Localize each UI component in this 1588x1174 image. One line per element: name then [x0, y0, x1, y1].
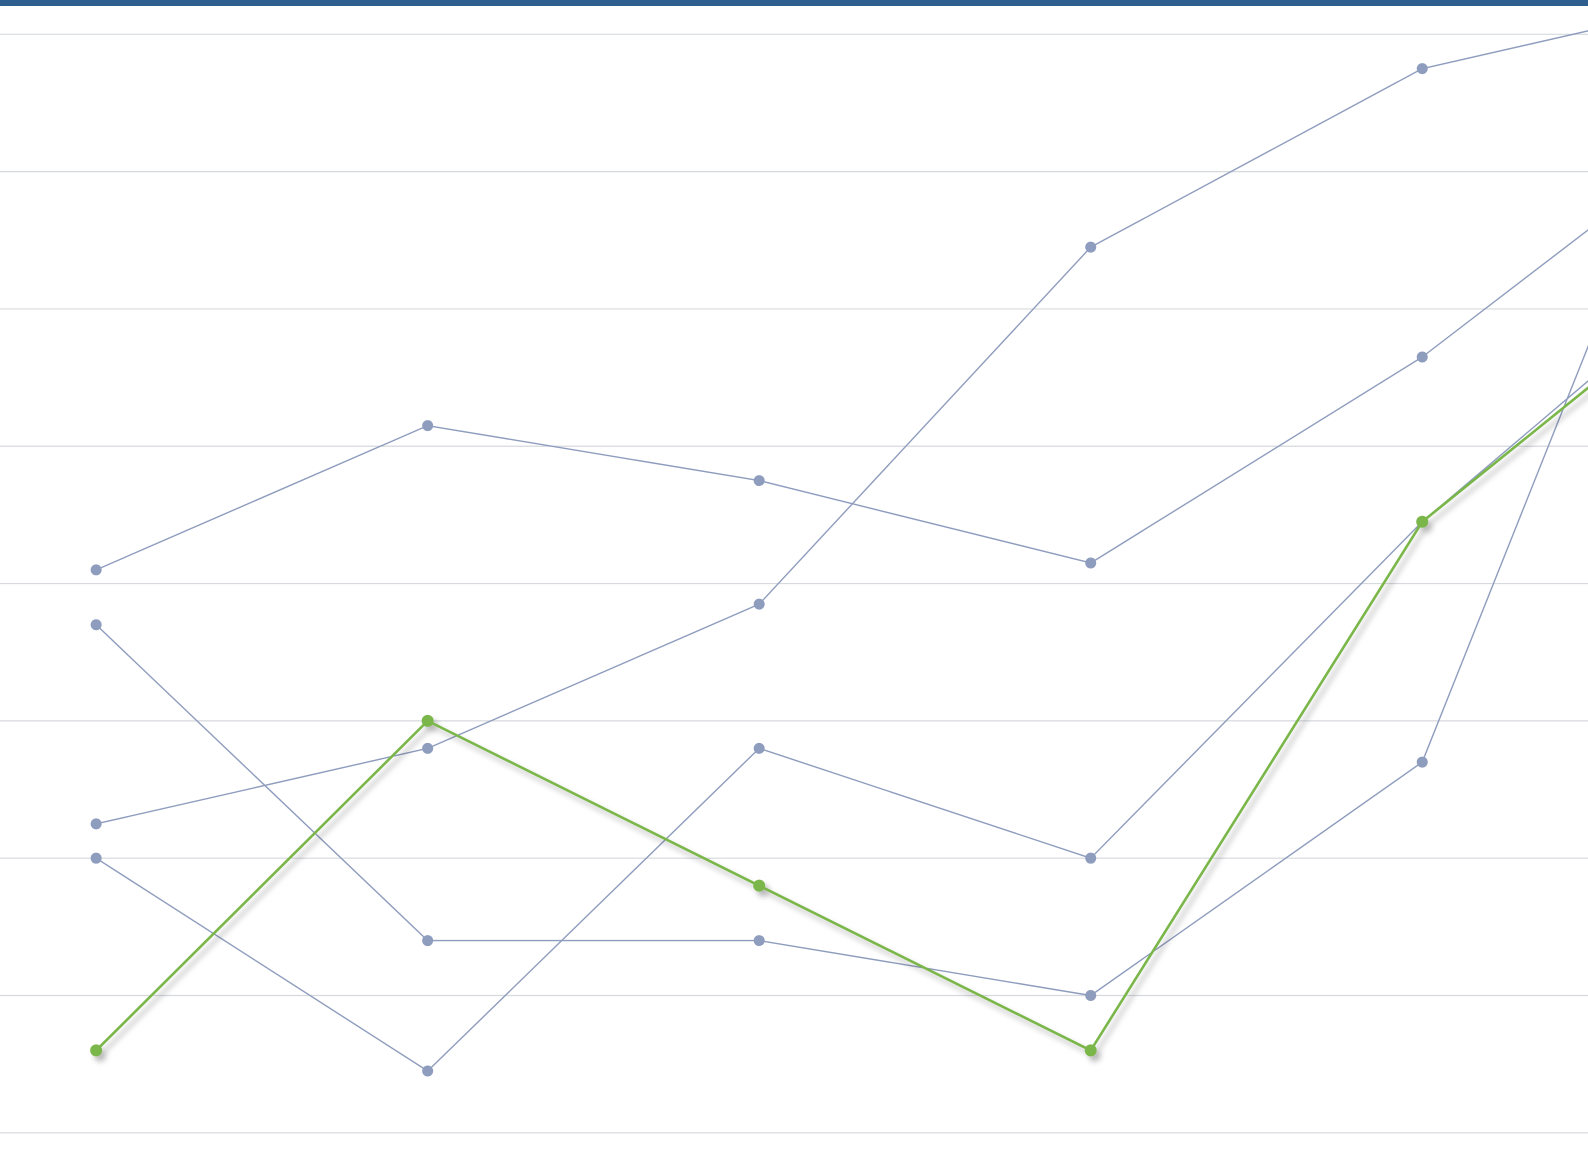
series-2-point-1 — [90, 818, 102, 830]
series-2 — [90, 30, 1588, 830]
series-2-point-2 — [422, 742, 434, 754]
series-3-point-5 — [1416, 756, 1428, 768]
series-1-point-3 — [753, 475, 765, 487]
series-5-point-5 — [1416, 515, 1429, 528]
series-4 — [90, 380, 1588, 1077]
series-2-point-4 — [1085, 241, 1097, 253]
series-2-point-3 — [753, 598, 765, 610]
series-2-line — [95, 30, 1588, 825]
header-bar — [0, 0, 1588, 6]
series-1-point-4 — [1085, 557, 1097, 569]
series-3-line — [95, 344, 1588, 997]
series-1-point-2 — [422, 420, 434, 432]
series-2-point-5 — [1416, 63, 1428, 75]
series-5-point-2 — [421, 714, 434, 727]
series-5-point-1 — [90, 1044, 103, 1057]
series-1-line — [95, 229, 1588, 571]
gridlines — [0, 33, 1588, 1134]
series-3-point-2 — [422, 935, 434, 947]
series-5-line — [95, 386, 1588, 1052]
series-5 — [90, 386, 1588, 1057]
series-3-point-1 — [90, 619, 102, 631]
series-4-point-3 — [753, 742, 765, 754]
series-group-highlight — [90, 386, 1588, 1057]
series-1-point-5 — [1416, 351, 1428, 363]
series-group-muted — [90, 30, 1588, 1077]
series-4-point-4 — [1085, 852, 1097, 864]
series-4-point-2 — [422, 1065, 434, 1077]
series-5-point-4 — [1084, 1044, 1097, 1057]
series-1 — [90, 229, 1588, 576]
series-5-point-3 — [753, 879, 766, 892]
series-3-point-3 — [753, 935, 765, 947]
series-4-point-1 — [90, 852, 102, 864]
series-1-point-1 — [90, 564, 102, 576]
series-4-line — [95, 380, 1588, 1072]
series-3-point-4 — [1085, 989, 1097, 1001]
